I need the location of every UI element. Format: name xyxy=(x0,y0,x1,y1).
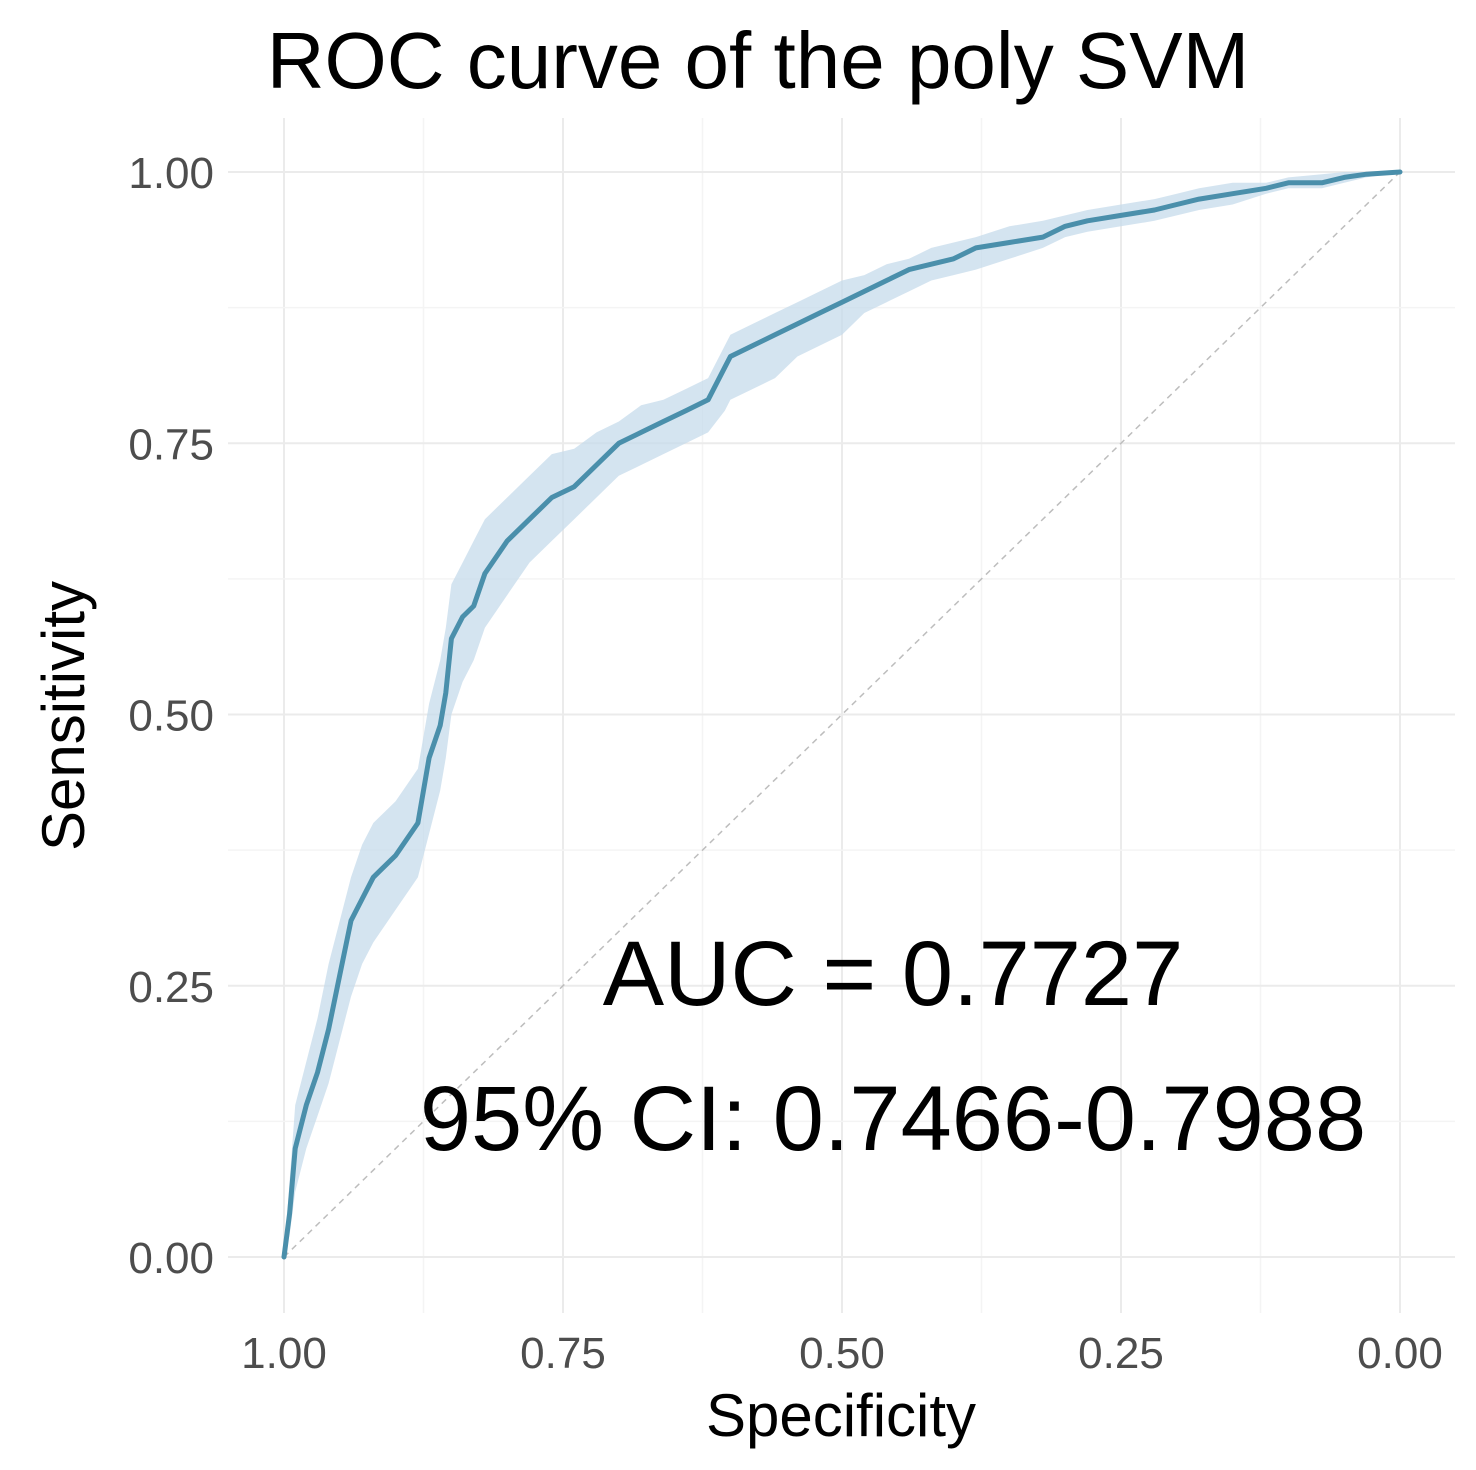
x-tick-label: 0.50 xyxy=(799,1329,885,1378)
y-tick-label: 0.00 xyxy=(128,1234,214,1283)
ci-annotation: 95% CI: 0.7466-0.7988 xyxy=(420,1068,1366,1170)
y-axis-title: Sensitivity xyxy=(30,581,97,851)
roc-line xyxy=(281,169,1403,1260)
y-tick-label: 0.75 xyxy=(128,420,214,469)
grid xyxy=(228,118,1455,1313)
chart-title: ROC curve of the poly SVM xyxy=(267,16,1250,105)
roc-curve xyxy=(281,169,1403,1260)
x-axis-title: Specificity xyxy=(706,1382,976,1449)
y-tick-label: 0.25 xyxy=(128,963,214,1012)
x-tick-label: 0.75 xyxy=(520,1329,606,1378)
auc-annotation: AUC = 0.7727 xyxy=(603,923,1183,1025)
y-tick-label: 1.00 xyxy=(128,149,214,198)
y-tick-label: 0.50 xyxy=(128,692,214,741)
x-tick-label: 1.00 xyxy=(241,1329,327,1378)
tick-labels: 1.00 0.75 0.50 0.25 0.00 0.00 0.25 0.50 0.75 1.00 xyxy=(128,149,1442,1378)
x-tick-label: 0.25 xyxy=(1078,1329,1164,1378)
x-tick-label: 0.00 xyxy=(1357,1329,1443,1378)
